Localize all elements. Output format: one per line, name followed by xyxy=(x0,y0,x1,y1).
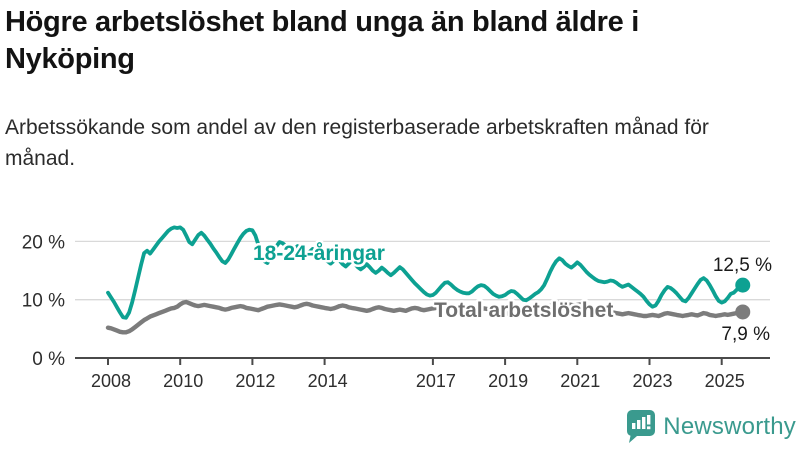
series-end-dot xyxy=(735,304,751,320)
series-line-youth xyxy=(106,225,745,320)
x-tick-label: 2023 xyxy=(632,371,672,391)
x-tick-label: 2021 xyxy=(560,371,600,391)
x-tick-label: 2019 xyxy=(488,371,528,391)
end-value-total: 7,9 % xyxy=(721,324,770,345)
series-line-total xyxy=(105,299,745,335)
end-value-youth: 12,5 % xyxy=(713,255,772,276)
x-tick-label: 2014 xyxy=(308,371,348,391)
x-tick-label: 2017 xyxy=(416,371,456,391)
series-label-total: Total arbetslöshet xyxy=(434,299,613,322)
page-title: Högre arbetslöshet bland unga än bland ä… xyxy=(5,6,639,75)
series-label-youth: 18-24-åringar xyxy=(253,242,385,265)
newsworthy-logo: Newsworthy xyxy=(625,409,796,444)
y-tick-label: 10 % xyxy=(22,291,65,312)
newsworthy-chart-bubble-icon xyxy=(627,410,656,443)
y-tick-label: 20 % xyxy=(22,232,65,253)
x-tick-label: 2025 xyxy=(705,371,745,391)
series-end-dot xyxy=(735,277,751,293)
chart-subtitle: Arbetssökande som andel av den registerb… xyxy=(5,116,709,170)
x-tick-label: 2008 xyxy=(91,371,131,391)
brand-name: Newsworthy xyxy=(663,412,796,440)
x-tick-label: 2012 xyxy=(235,371,275,391)
y-tick-label: 0 % xyxy=(32,349,65,370)
x-tick-label: 2010 xyxy=(163,371,203,391)
